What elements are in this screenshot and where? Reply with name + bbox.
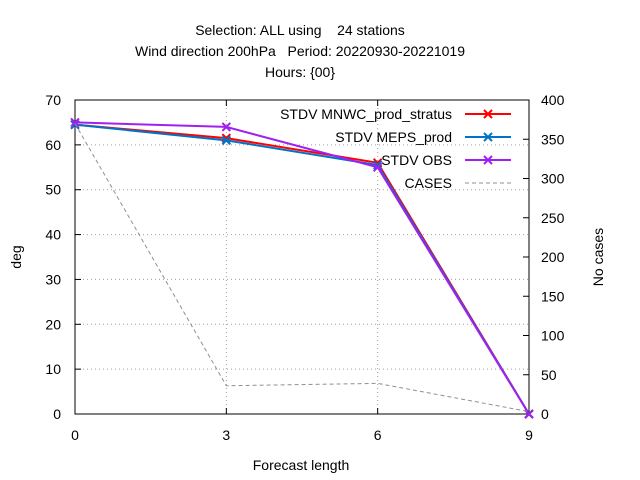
title-line: Hours: {00}: [265, 64, 335, 80]
y2-tick-label: 200: [541, 249, 565, 265]
y2-tick-label: 350: [541, 131, 565, 147]
data-point: [221, 135, 232, 146]
y-tick-label: 40: [45, 227, 61, 243]
series-cases: [74, 123, 530, 413]
series-stdv-obs: [70, 117, 534, 419]
series-line: [74, 121, 530, 415]
y-axis-label: deg: [8, 245, 24, 268]
y-tick-label: 50: [45, 182, 61, 198]
series-stdv-mnwc-prod-stratus: [70, 119, 534, 419]
legend-label: STDV MNWC_prod_stratus: [280, 106, 452, 122]
axis-ticks: 0 3 6 9010203040506070050100150200250300350…: [45, 92, 564, 443]
series-layer: [70, 117, 534, 419]
legend-label: STDV OBS: [381, 152, 452, 168]
x-axis-label: Forecast length: [253, 457, 350, 473]
title-line: Selection: ALL using 24 stations: [195, 22, 405, 38]
legend-marker: [483, 109, 493, 119]
y-tick-label: 20: [45, 316, 61, 332]
series-stdv-meps-prod: [70, 119, 534, 419]
legend-marker: [483, 132, 493, 142]
y-tick-label: 0: [53, 406, 61, 422]
y-tick-label: 60: [45, 137, 61, 153]
y-tick-label: 30: [45, 271, 61, 287]
y2-tick-label: 400: [541, 92, 565, 108]
series-line: [74, 123, 530, 415]
data-point: [221, 122, 232, 132]
y2-tick-label: 150: [541, 288, 565, 304]
legend-label: STDV MEPS_prod: [335, 129, 452, 145]
legend: STDV MNWC_prod_stratus STDV MEPS_prod STDV…: [280, 106, 511, 191]
y2-tick-label: 300: [541, 171, 565, 187]
y-tick-label: 70: [45, 92, 61, 108]
x-tick-label: 3: [222, 427, 230, 443]
legend-marker: [483, 155, 493, 165]
grid: [75, 100, 529, 414]
x-tick-label: 9: [525, 427, 533, 443]
y2-tick-label: 0: [541, 406, 549, 422]
x-tick-label: 6: [374, 427, 382, 443]
y2-tick-label: 50: [541, 367, 557, 383]
y2-axis-label: No cases: [590, 228, 606, 286]
series-line: [74, 123, 530, 415]
data-point: [372, 162, 383, 172]
x-tick-label: 0: [71, 427, 79, 443]
chart-title: Selection: ALL using 24 stations Wind dir…: [135, 22, 465, 80]
data-point: [70, 117, 80, 128]
legend-label: CASES: [405, 175, 452, 191]
y-tick-label: 10: [45, 361, 61, 377]
data-point: [372, 160, 383, 170]
y2-tick-label: 100: [541, 328, 565, 344]
y2-tick-label: 250: [541, 210, 565, 226]
title-line: Wind direction 200hPa Period: 20220930-2…: [135, 43, 465, 59]
series-line: [74, 123, 530, 413]
